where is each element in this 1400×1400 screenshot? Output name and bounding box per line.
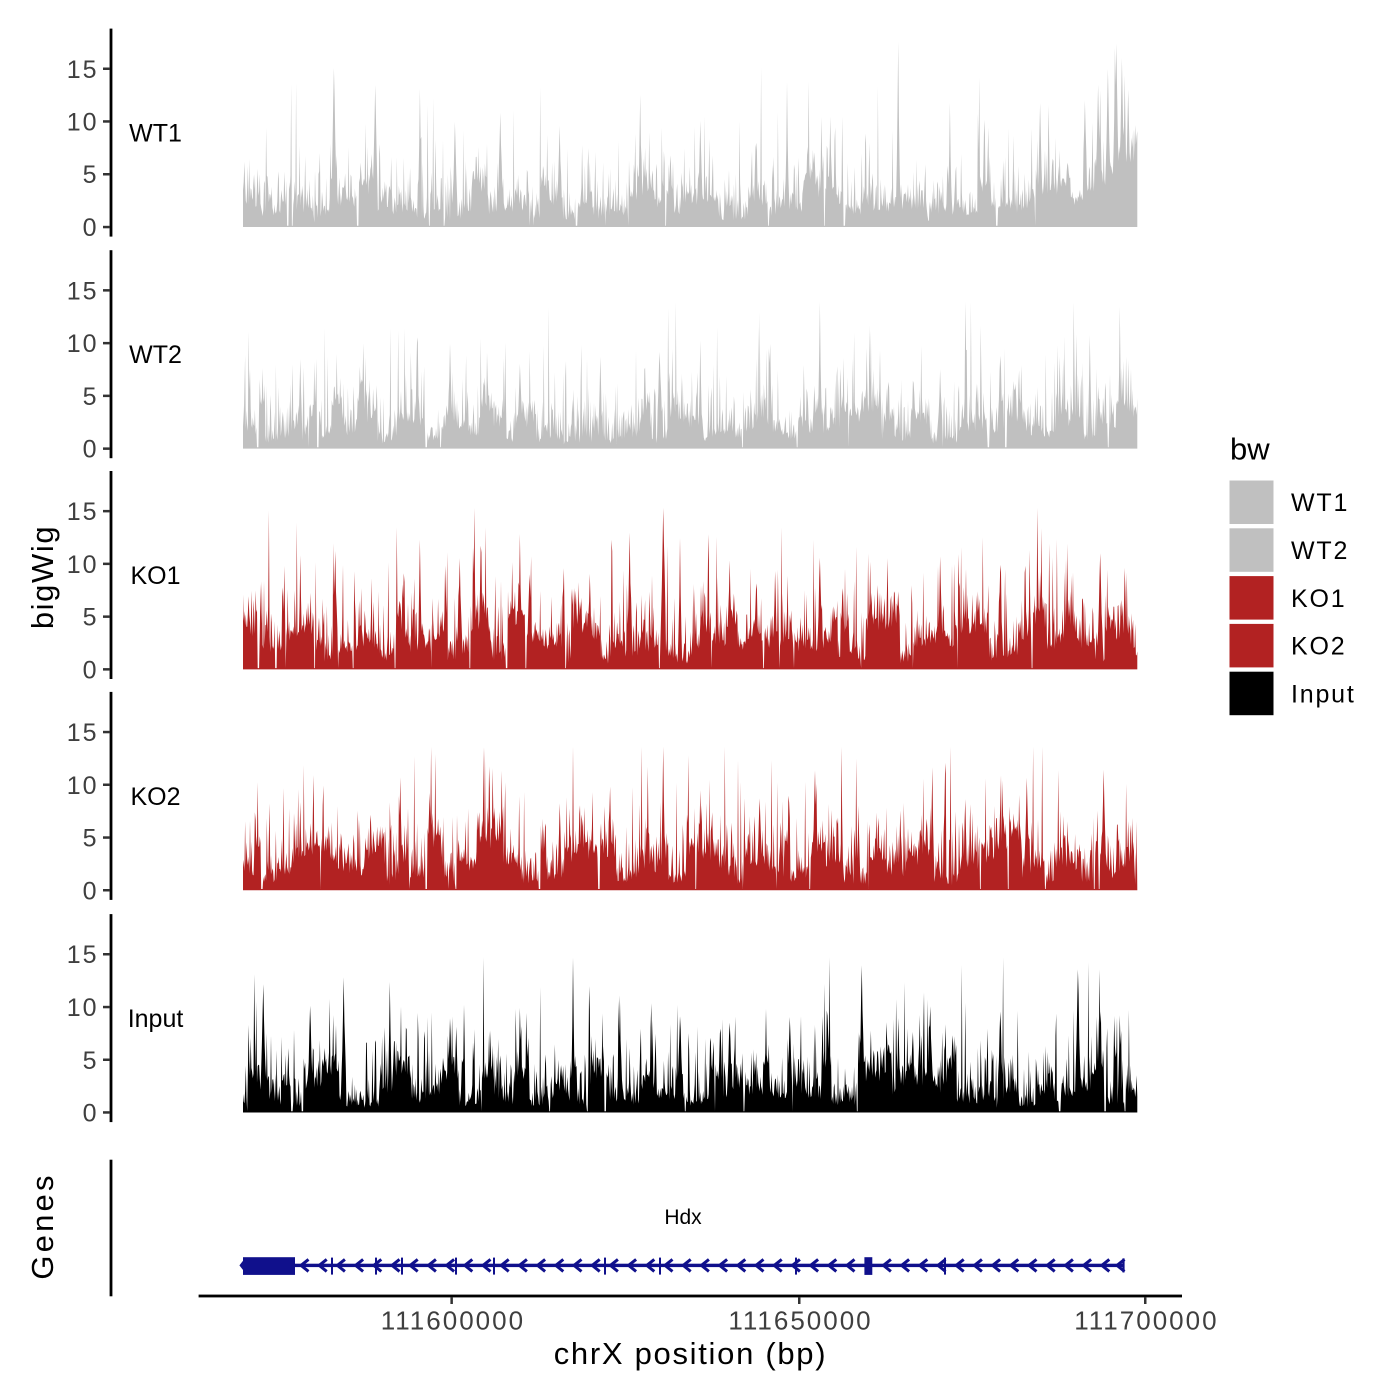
svg-text:5: 5 [83, 383, 99, 411]
svg-text:bw: bw [1230, 432, 1270, 467]
svg-text:KO1: KO1 [130, 562, 180, 590]
svg-text:15: 15 [67, 498, 99, 526]
svg-text:10: 10 [67, 772, 99, 800]
svg-text:111650000: 111650000 [728, 1305, 872, 1335]
svg-text:10: 10 [67, 330, 99, 358]
svg-text:Genes: Genes [25, 1172, 60, 1279]
svg-text:10: 10 [67, 551, 99, 579]
svg-text:5: 5 [83, 1047, 99, 1075]
svg-text:111600000: 111600000 [381, 1305, 525, 1335]
svg-text:0: 0 [83, 656, 99, 684]
svg-text:WT2: WT2 [129, 341, 182, 369]
svg-text:5: 5 [83, 604, 99, 632]
svg-text:Input: Input [128, 1005, 184, 1033]
svg-text:Input: Input [1291, 681, 1356, 709]
svg-text:chrX position (bp): chrX position (bp) [554, 1336, 828, 1371]
svg-text:10: 10 [67, 109, 99, 137]
svg-text:15: 15 [67, 277, 99, 305]
svg-text:KO1: KO1 [1291, 585, 1346, 613]
svg-text:15: 15 [67, 941, 99, 969]
svg-text:WT2: WT2 [1291, 537, 1349, 565]
svg-text:15: 15 [67, 56, 99, 84]
svg-text:WT1: WT1 [1291, 489, 1349, 517]
svg-text:5: 5 [83, 161, 99, 189]
svg-text:0: 0 [83, 877, 99, 905]
svg-text:15: 15 [67, 719, 99, 747]
svg-text:0: 0 [83, 436, 99, 464]
svg-text:WT1: WT1 [129, 120, 182, 148]
svg-text:KO2: KO2 [1291, 633, 1346, 661]
svg-text:0: 0 [83, 214, 99, 242]
svg-text:0: 0 [83, 1100, 99, 1128]
svg-text:10: 10 [67, 994, 99, 1022]
svg-text:KO2: KO2 [130, 783, 180, 811]
svg-text:Hdx: Hdx [664, 1206, 702, 1229]
svg-text:5: 5 [83, 825, 99, 853]
svg-text:bigWig: bigWig [25, 525, 60, 629]
svg-text:111700000: 111700000 [1074, 1305, 1218, 1335]
